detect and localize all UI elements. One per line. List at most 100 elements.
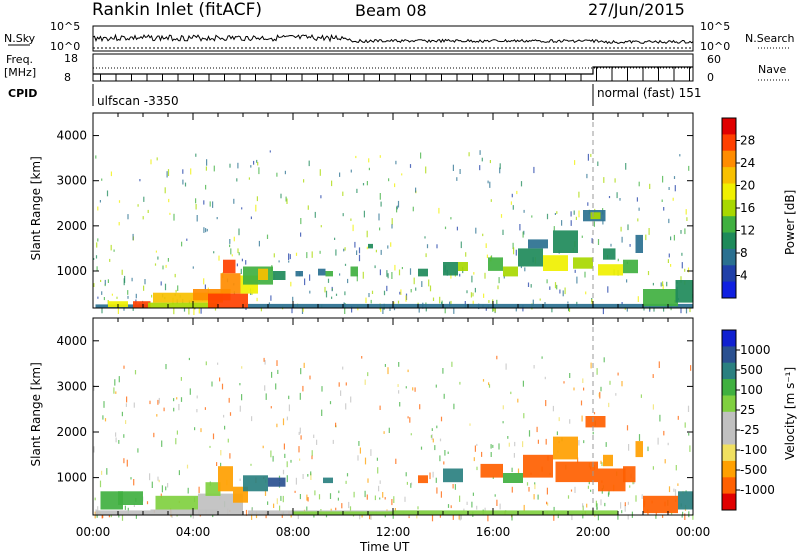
power-speckle: [231, 254, 233, 257]
velocity-echo-cell: [95, 510, 151, 515]
velocity-speckle: [526, 482, 529, 486]
velocity-speckle: [350, 396, 352, 403]
power-speckle: [237, 162, 239, 169]
velocity-speckle: [556, 431, 558, 436]
velocity-speckle: [454, 484, 456, 490]
power-colorbar-swatch: [722, 118, 736, 135]
velocity-speckle: [387, 367, 389, 375]
power-speckle: [564, 287, 566, 295]
power-speckle: [351, 305, 353, 313]
power-speckle: [428, 279, 430, 287]
velocity-speckle: [541, 356, 543, 359]
power-colorbar-tick-label: 12: [740, 224, 755, 238]
velocity-echo-cell: [100, 491, 123, 510]
velocity-speckle: [161, 440, 163, 447]
power-echo-cell: [623, 259, 638, 274]
power-speckle: [292, 296, 294, 302]
velocity-speckle: [121, 514, 124, 521]
velocity-speckle: [590, 362, 592, 369]
velocity-speckle: [310, 473, 312, 480]
power-colorbar-swatch: [722, 183, 736, 201]
power-speckle: [591, 299, 593, 306]
velocity-speckle: [558, 417, 560, 422]
power-speckle: [378, 213, 380, 221]
velocity-speckle: [511, 514, 513, 521]
power-speckle: [607, 286, 609, 293]
power-speckle: [205, 184, 207, 190]
velocity-speckle: [186, 464, 189, 469]
power-echo-cell: [148, 302, 218, 308]
velocity-speckle: [463, 508, 465, 511]
power-speckle: [539, 298, 541, 301]
power-speckle: [466, 290, 468, 294]
power-speckle: [527, 282, 530, 287]
power-speckle: [391, 272, 393, 279]
power-speckle: [398, 269, 401, 276]
power-colorbar-swatch: [722, 232, 736, 250]
power-speckle: [132, 233, 134, 241]
power-speckle: [444, 307, 446, 314]
velocity-speckle: [581, 415, 583, 422]
power-speckle: [273, 253, 275, 258]
power-speckle: [379, 155, 381, 158]
power-speckle: [436, 244, 438, 249]
power-speckle: [409, 164, 412, 168]
velocity-speckle: [624, 502, 626, 507]
power-echo-cell: [503, 266, 518, 277]
velocity-speckle: [552, 405, 554, 412]
velocity-speckle: [217, 362, 219, 365]
power-speckle: [320, 225, 322, 228]
velocity-speckle: [300, 368, 302, 375]
power-speckle: [465, 252, 467, 257]
power-speckle: [382, 307, 384, 314]
nsky-tick-high: 10^5: [50, 20, 80, 33]
power-speckle: [621, 236, 623, 243]
velocity-speckle: [505, 363, 507, 370]
power-y-tick-label: 1000: [56, 264, 87, 278]
power-speckle: [418, 307, 420, 313]
velocity-speckle: [627, 514, 629, 520]
velocity-panel: 1000 2000 3000 4000 Slant Range [km]: [29, 317, 694, 522]
velocity-speckle: [212, 433, 215, 440]
power-speckle: [391, 224, 393, 229]
velocity-speckle: [615, 393, 617, 396]
velocity-speckle: [329, 493, 332, 499]
power-speckle: [285, 196, 287, 202]
velocity-speckle: [123, 434, 125, 438]
velocity-speckle: [200, 428, 202, 433]
velocity-speckle: [379, 405, 381, 410]
velocity-speckle: [435, 477, 437, 483]
velocity-colorbar-tick-label: -1000: [740, 483, 775, 497]
velocity-echo-cell: [155, 495, 198, 510]
velocity-speckle: [652, 374, 654, 378]
velocity-speckle: [638, 434, 641, 441]
velocity-speckle: [429, 472, 431, 480]
velocity-echo-cell: [243, 475, 268, 492]
power-speckle: [661, 199, 663, 202]
date-title: 27/Jun/2015: [588, 0, 685, 19]
velocity-speckle: [406, 481, 408, 485]
velocity-speckle: [546, 501, 548, 505]
power-speckle: [370, 299, 372, 304]
power-speckle: [668, 187, 670, 190]
power-speckle: [574, 160, 576, 165]
velocity-speckle: [652, 466, 654, 470]
velocity-speckle: [663, 430, 665, 436]
power-speckle: [198, 306, 200, 314]
power-speckle: [368, 167, 370, 171]
station-title: Rankin Inlet (fitACF): [92, 0, 262, 20]
velocity-speckle: [647, 512, 649, 516]
velocity-echo-cell: [555, 461, 598, 483]
power-speckle: [668, 253, 670, 258]
power-speckle: [459, 169, 461, 174]
cpid-label: CPID: [8, 87, 37, 100]
power-speckle: [556, 284, 558, 290]
power-colorbar-tick-label: 4: [740, 269, 748, 283]
velocity-speckle: [267, 501, 269, 505]
velocity-speckle: [688, 432, 690, 436]
velocity-speckle: [570, 489, 573, 492]
velocity-speckle: [330, 508, 332, 512]
velocity-speckle: [511, 467, 513, 473]
power-speckle: [468, 152, 470, 157]
power-speckle: [366, 181, 368, 186]
